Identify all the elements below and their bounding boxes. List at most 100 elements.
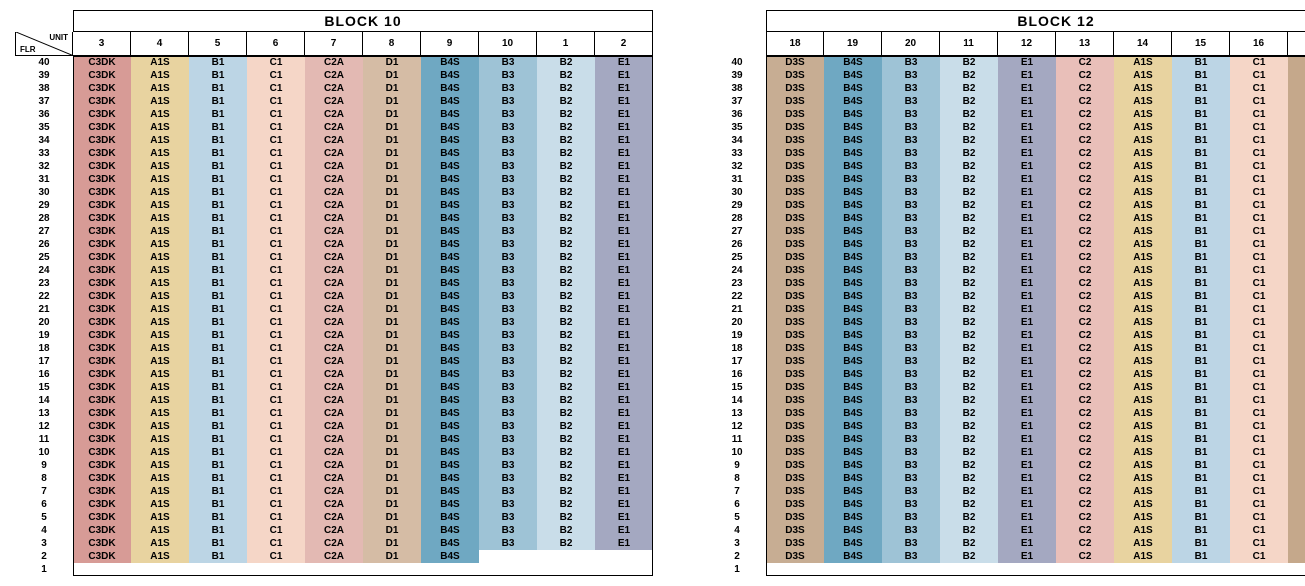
- table-row: 21D3SB4SB3B2E1C2A1SB1C1D2: [708, 303, 1305, 316]
- unit-cell: A1S: [1114, 238, 1172, 251]
- unit-cell: B2: [537, 381, 595, 394]
- unit-cell: C3DK: [73, 459, 131, 472]
- unit-cell: D2: [1288, 108, 1305, 121]
- unit-cell: B4S: [824, 316, 882, 329]
- unit-cell: B3: [882, 277, 940, 290]
- unit-cell: B1: [189, 433, 247, 446]
- unit-cell: D2: [1288, 381, 1305, 394]
- unit-cell: C2: [1056, 56, 1114, 69]
- unit-cell: B2: [940, 342, 998, 355]
- unit-cell: A1S: [131, 511, 189, 524]
- table-row: 10D3SB4SB3B2E1C2A1SB1C1D2: [708, 446, 1305, 459]
- floor-label: 37: [15, 95, 73, 108]
- unit-cell: B3: [882, 134, 940, 147]
- unit-cell: B3: [479, 420, 537, 433]
- unit-cell: B3: [882, 212, 940, 225]
- unit-cell: C1: [1230, 537, 1288, 550]
- table-row: 1: [708, 563, 1305, 576]
- unit-cell: E1: [595, 134, 653, 147]
- unit-cell: E1: [998, 290, 1056, 303]
- unit-cell: A1S: [1114, 381, 1172, 394]
- unit-cell: B1: [1172, 121, 1230, 134]
- unit-cell: B2: [537, 225, 595, 238]
- unit-cell: B4S: [421, 290, 479, 303]
- unit-cell: B1: [189, 381, 247, 394]
- unit-cell: A1S: [1114, 485, 1172, 498]
- floor-label: 36: [708, 108, 766, 121]
- unit-cell: D1: [363, 303, 421, 316]
- table-row: 15D3SB4SB3B2E1C2A1SB1C1D2: [708, 381, 1305, 394]
- unit-cell: B3: [882, 147, 940, 160]
- unit-cell: B2: [537, 147, 595, 160]
- unit-cell: D3S: [766, 394, 824, 407]
- unit-cell: C2A: [305, 550, 363, 563]
- floor-label: 17: [708, 355, 766, 368]
- unit-cell: C3DK: [73, 199, 131, 212]
- floor-label: 8: [15, 472, 73, 485]
- unit-cell: C1: [247, 381, 305, 394]
- unit-cell: B2: [537, 446, 595, 459]
- floor-label: 22: [15, 290, 73, 303]
- unit-cell: B3: [882, 511, 940, 524]
- floor-label: 23: [708, 277, 766, 290]
- unit-cell: B1: [189, 524, 247, 537]
- unit-cell: B1: [1172, 173, 1230, 186]
- unit-cell: B3: [479, 381, 537, 394]
- unit-cell: D2: [1288, 355, 1305, 368]
- unit-cell: D3S: [766, 498, 824, 511]
- unit-cell: B3: [479, 511, 537, 524]
- unit-cell: B3: [479, 524, 537, 537]
- unit-cell: [998, 563, 1056, 576]
- unit-cell: B1: [189, 290, 247, 303]
- unit-cell: C2A: [305, 485, 363, 498]
- unit-cell: B3: [882, 160, 940, 173]
- unit-cell: E1: [595, 381, 653, 394]
- floor-label: 17: [15, 355, 73, 368]
- floor-label: 37: [708, 95, 766, 108]
- unit-cell: [479, 563, 537, 576]
- floor-label: 4: [15, 524, 73, 537]
- unit-cell: D3S: [766, 264, 824, 277]
- unit-cell: [882, 563, 940, 576]
- unit-cell: B2: [537, 498, 595, 511]
- unit-cell: B3: [479, 329, 537, 342]
- unit-cell: C1: [247, 511, 305, 524]
- unit-cell: B3: [882, 303, 940, 316]
- unit-cell: B4S: [421, 212, 479, 225]
- unit-cell: A1S: [131, 355, 189, 368]
- unit-cell: C2: [1056, 433, 1114, 446]
- unit-cell: B1: [1172, 277, 1230, 290]
- unit-cell: E1: [595, 420, 653, 433]
- unit-cell: E1: [595, 511, 653, 524]
- unit-cell: B2: [940, 225, 998, 238]
- block-title: BLOCK 12: [766, 10, 1305, 32]
- unit-cell: B3: [882, 329, 940, 342]
- unit-cell: A1S: [131, 342, 189, 355]
- unit-cell: B1: [189, 121, 247, 134]
- unit-cell: C1: [1230, 498, 1288, 511]
- unit-cell: C2: [1056, 82, 1114, 95]
- unit-cell: C3DK: [73, 225, 131, 238]
- unit-cell: A1S: [131, 108, 189, 121]
- unit-header: 16: [1230, 32, 1288, 56]
- unit-cell: B2: [537, 355, 595, 368]
- table-row: 32D3SB4SB3B2E1C2A1SB1C1D2: [708, 160, 1305, 173]
- unit-cell: A1S: [131, 199, 189, 212]
- unit-cell: B1: [1172, 238, 1230, 251]
- unit-cell: C2A: [305, 355, 363, 368]
- header-row: 18192011121314151617: [708, 32, 1305, 56]
- unit-cell: B2: [537, 82, 595, 95]
- unit-cell: [537, 550, 595, 563]
- unit-cell: B1: [189, 277, 247, 290]
- unit-cell: B2: [537, 511, 595, 524]
- unit-cell: B1: [189, 95, 247, 108]
- unit-cell: D1: [363, 485, 421, 498]
- unit-cell: B3: [479, 368, 537, 381]
- unit-cell: B2: [940, 290, 998, 303]
- unit-cell: B1: [189, 160, 247, 173]
- unit-cell: B4S: [421, 472, 479, 485]
- floor-label: 39: [708, 69, 766, 82]
- unit-cell: B1: [1172, 303, 1230, 316]
- floor-label: 31: [708, 173, 766, 186]
- unit-cell: D3S: [766, 303, 824, 316]
